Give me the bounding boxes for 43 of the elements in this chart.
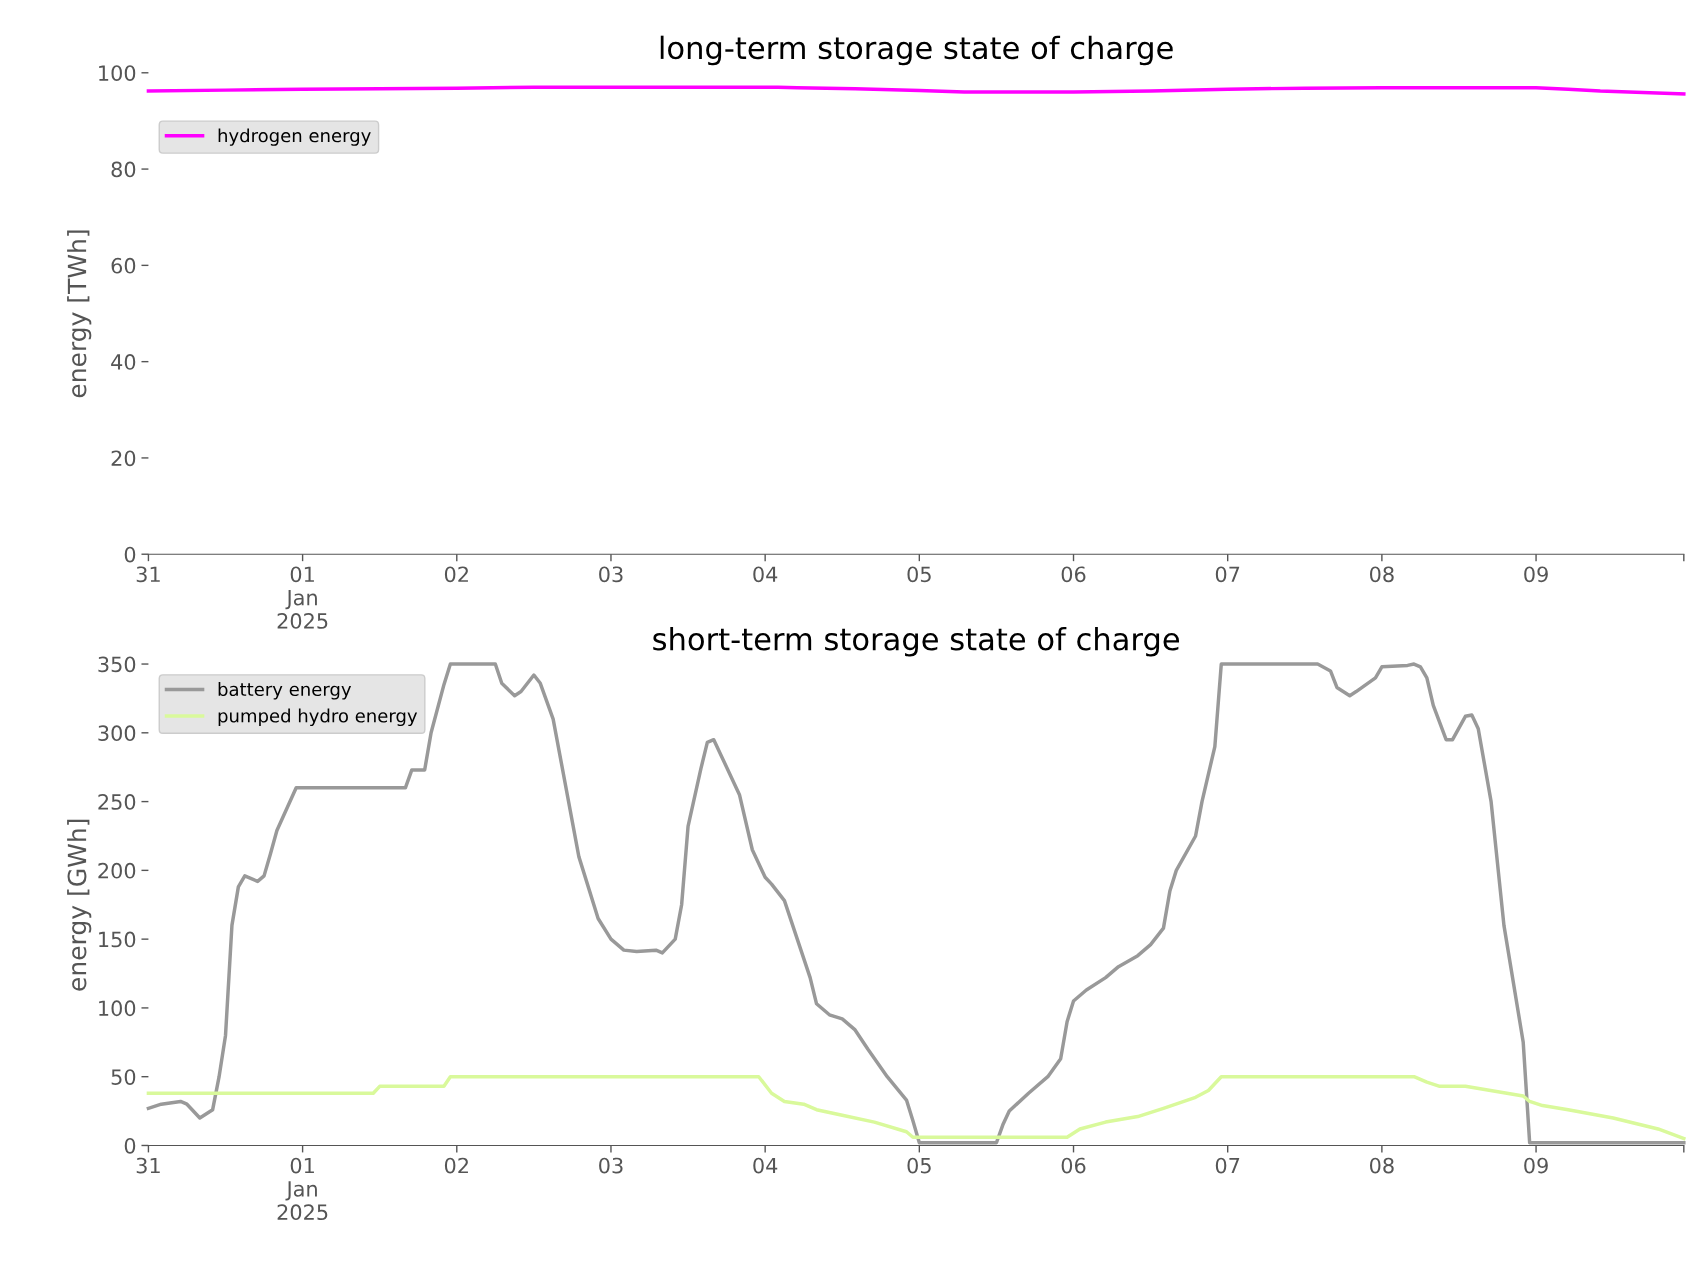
y-tick-label: 350 [98, 656, 136, 673]
x-tick-label: 06 [1061, 566, 1086, 583]
x-tick-label: 05 [907, 1157, 931, 1174]
x-tick-label: 04 [753, 566, 778, 583]
y-tick-label: 250 [98, 794, 136, 810]
x-tick-label: 31 [136, 566, 160, 583]
y-tick-label: 300 [98, 725, 136, 742]
y-tick-label: 0 [124, 546, 136, 563]
x-tick-label: 06 [1061, 1157, 1086, 1174]
y-tick-label: 100 [99, 65, 136, 81]
line-series [146, 85, 1686, 96]
x-tick-label: 31 [136, 1157, 160, 1174]
x-tick-label: 01 Jan 2025 [277, 566, 328, 629]
y-tick-label: 200 [98, 862, 136, 879]
x-tick-label: 02 [444, 1157, 468, 1174]
chart-title: long-term storage state of charge [660, 35, 1173, 66]
legend-label: hydrogen energy [218, 128, 371, 146]
y-tick-label: 80 [111, 161, 136, 178]
y-tick-label: 40 [111, 354, 136, 370]
x-tick-label: 02 [444, 566, 468, 583]
y-tick-label: 100 [99, 1000, 136, 1017]
x-tick-label: 09 [1524, 566, 1548, 583]
y-tick-label: 50 [111, 1069, 136, 1085]
y-tick-label: 20 [111, 450, 136, 467]
x-tick-label: 03 [599, 1157, 623, 1174]
legend-label: pumped hydro energy [218, 708, 418, 727]
x-tick-label: 04 [753, 1157, 778, 1174]
x-tick-label: 03 [599, 566, 623, 583]
x-tick-label: 08 [1370, 566, 1394, 583]
x-tick-label: 07 [1215, 566, 1240, 583]
y-tick-label: 0 [124, 1137, 136, 1154]
x-tick-label: 01 Jan 2025 [277, 1157, 328, 1221]
y-tick-label: 150 [99, 931, 136, 948]
x-tick-label: 08 [1370, 1157, 1394, 1174]
y-axis-title: energy [TWh] [67, 230, 92, 398]
line-series [146, 1074, 1686, 1141]
y-tick-label: 60 [111, 257, 136, 274]
chart-title: short-term storage state of charge [653, 626, 1180, 657]
y-axis-title: energy [GWh] [67, 819, 92, 991]
x-tick-label: 09 [1524, 1157, 1548, 1174]
x-tick-label: 05 [907, 566, 931, 583]
legend-label: battery energy [218, 682, 352, 700]
x-tick-label: 07 [1215, 1157, 1240, 1174]
